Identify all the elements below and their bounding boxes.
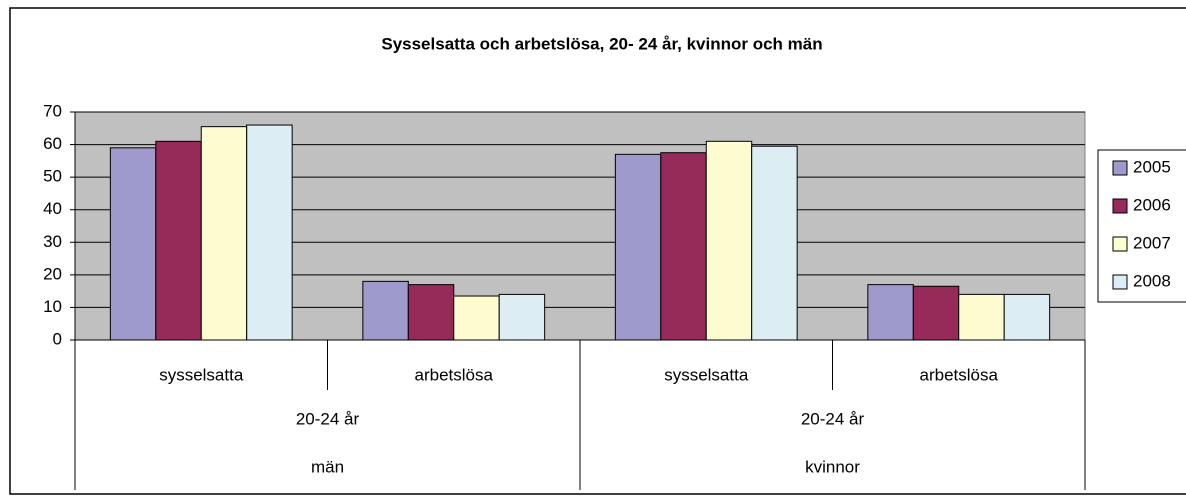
y-tick-label: 40 [43,199,62,218]
y-tick-label: 60 [43,134,62,153]
bar [705,140,753,341]
chart-title: Sysselsatta och arbetslösa, 20- 24 år, k… [381,34,822,53]
bar [1003,293,1051,341]
bar [155,140,202,341]
y-tick-label: 50 [43,167,62,186]
x-tick-label: arbetslösa [415,365,494,384]
x-tick-label: arbetslösa [920,365,999,384]
bar [362,280,409,341]
bar [109,147,157,341]
bar [200,126,248,341]
bar [912,285,960,341]
bar [246,124,293,341]
y-tick-label: 20 [43,264,62,283]
legend-label: 2006 [1133,195,1171,214]
gender-group-label: kvinnor [805,457,860,476]
bar [660,152,707,341]
x-tick-label: sysselsatta [664,365,749,384]
bar [614,153,662,341]
legend-label: 2005 [1133,157,1171,176]
y-tick-label: 10 [43,297,62,316]
legend-swatch [1112,160,1128,176]
legend-label: 2007 [1133,233,1171,252]
bar [453,295,500,341]
bar [407,284,455,341]
bar [867,284,914,341]
y-tick-label: 30 [43,232,62,251]
x-tick-label: sysselsatta [159,365,244,384]
age-group-label: 20-24 år [296,409,360,428]
legend-swatch [1112,198,1128,214]
legend-label: 2008 [1133,271,1171,290]
bar [958,293,1005,341]
bar [751,145,798,341]
legend-swatch [1112,274,1128,290]
y-tick-label: 0 [53,329,62,348]
y-tick-label: 70 [43,101,62,120]
gender-group-label: män [311,457,344,476]
age-group-label: 20-24 år [801,409,865,428]
legend-swatch [1112,236,1128,252]
bar [498,293,546,341]
